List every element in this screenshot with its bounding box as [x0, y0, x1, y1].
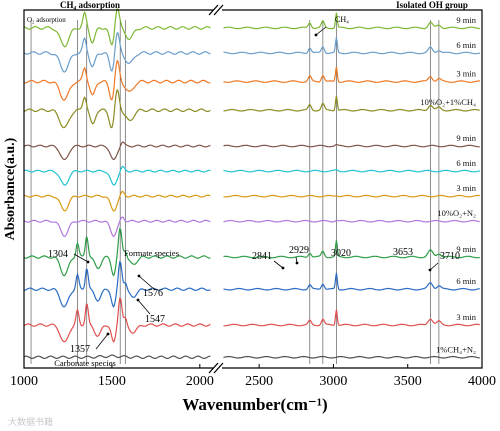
- annotation-arrowhead-1: [137, 274, 141, 278]
- x-tick-label-1500: 1500: [98, 374, 126, 389]
- series-line-left-6: [23, 190, 211, 212]
- series-line-left-10: [23, 297, 211, 343]
- axis-frame-right: [222, 9, 483, 369]
- annotation-leader-5: [273, 260, 284, 269]
- series-line-right-3: [223, 95, 480, 112]
- series-line-left-8: [23, 227, 211, 277]
- series-line-right-0: [223, 12, 480, 30]
- annotation-2: 1304: [48, 249, 68, 260]
- series-line-right-10: [223, 309, 480, 327]
- annotation-11: 3653: [393, 247, 413, 258]
- series-line-right-9: [223, 272, 480, 291]
- series-line-left-7: [23, 216, 211, 238]
- series-label-9: 6 min: [456, 276, 476, 286]
- series-line-right-7: [223, 219, 480, 223]
- series-line-left-2: [23, 59, 211, 101]
- axis-break-mark-bottom-1: [213, 362, 224, 374]
- series-line-right-8: [223, 240, 480, 259]
- axis-frame-left: [23, 9, 213, 369]
- x-tick-label-3500: 3500: [394, 374, 422, 389]
- axis-break-mark-top-0: [208, 4, 219, 16]
- annotation-9: 2929: [289, 245, 309, 256]
- annotation-leader-2: [137, 299, 151, 315]
- spectra-series: [23, 8, 480, 360]
- annotation-leader-1: [138, 275, 156, 291]
- x-tick-label-4000: 4000: [468, 374, 496, 389]
- series-label-6: 3 min: [456, 183, 476, 193]
- series-label-0: 9 min: [456, 15, 476, 25]
- axis-break-mark-top-1: [213, 4, 224, 16]
- annotation-4: 1547: [145, 314, 165, 325]
- series-label-4: 9 min: [456, 133, 476, 143]
- section-header-left: CH₄ adsorption: [60, 0, 120, 10]
- series-line-left-0: [23, 8, 211, 48]
- series-line-right-4: [223, 143, 480, 148]
- series-line-left-1: [23, 31, 211, 73]
- annotation-arrowhead-6: [428, 268, 432, 272]
- annotation-12: 3710: [440, 251, 460, 262]
- annotation-leader-6: [429, 262, 439, 271]
- annotation-leader-3: [95, 333, 109, 350]
- chart-text: 9 min 6 min 3 min 10%O₂+1%CH₄ 9 min 6 min 3 mi…: [3, 0, 496, 428]
- annotation-arrowhead-2: [136, 298, 140, 302]
- x-tick-label-3000: 3000: [319, 374, 347, 389]
- axis-break-mark-bottom-0: [208, 362, 219, 374]
- annotation-arrowhead-0: [86, 260, 90, 264]
- series-line-right-1: [223, 37, 480, 55]
- annotation-arrowhead-5: [281, 266, 285, 270]
- annotation-arrowhead-3: [106, 332, 110, 336]
- annotation-leader-0: [73, 253, 89, 263]
- series-line-left-5: [23, 165, 211, 186]
- x-tick-label-2500: 2500: [245, 374, 273, 389]
- series-line-left-3: [23, 88, 211, 129]
- annotation-1: CH₄: [335, 15, 349, 24]
- section-header-right: Isolated OH group: [396, 0, 468, 10]
- annotation-7: Carbonate species: [54, 358, 116, 368]
- x-tick-label-2000: 2000: [186, 374, 214, 389]
- watermark-text: 大数据书籍: [8, 416, 53, 428]
- series-label-7: 10%O₂+N₂: [437, 208, 476, 218]
- annotation-8: 2841: [252, 251, 272, 262]
- series-label-3: 10%O₂+1%CH₄: [420, 97, 476, 107]
- annotation-leader-4: [315, 26, 327, 36]
- series-line-right-6: [223, 194, 480, 198]
- series-line-left-4: [23, 141, 211, 161]
- series-label-8: 9 min: [456, 244, 476, 254]
- series-line-left-11: [23, 354, 211, 360]
- annotation-5: 1576: [143, 288, 163, 299]
- annotation-arrowhead-7: [295, 261, 299, 265]
- x-axis-label: Wavenumber(cm⁻¹): [182, 395, 327, 414]
- series-label-1: 6 min: [456, 40, 476, 50]
- series-line-left-9: [23, 260, 211, 308]
- series-label-5: 6 min: [456, 158, 476, 168]
- annotation-0: O₂ adsorption: [27, 16, 66, 24]
- series-label-11: 1%CH₄+N₂: [436, 344, 476, 354]
- annotation-arrowhead-4: [314, 33, 318, 37]
- series-line-right-5: [223, 169, 480, 173]
- series-label-2: 3 min: [456, 69, 476, 79]
- y-axis-label: Absorbance(a.u.): [3, 137, 18, 240]
- annotation-10: 3020: [331, 248, 351, 259]
- annotation-6: Formate species: [124, 248, 179, 258]
- annotation-3: 1357: [70, 344, 90, 355]
- x-tick-label-1000: 1000: [10, 374, 38, 389]
- series-line-right-2: [223, 66, 480, 83]
- series-line-right-11: [223, 355, 480, 359]
- series-label-10: 3 min: [456, 312, 476, 322]
- axes: [23, 4, 483, 374]
